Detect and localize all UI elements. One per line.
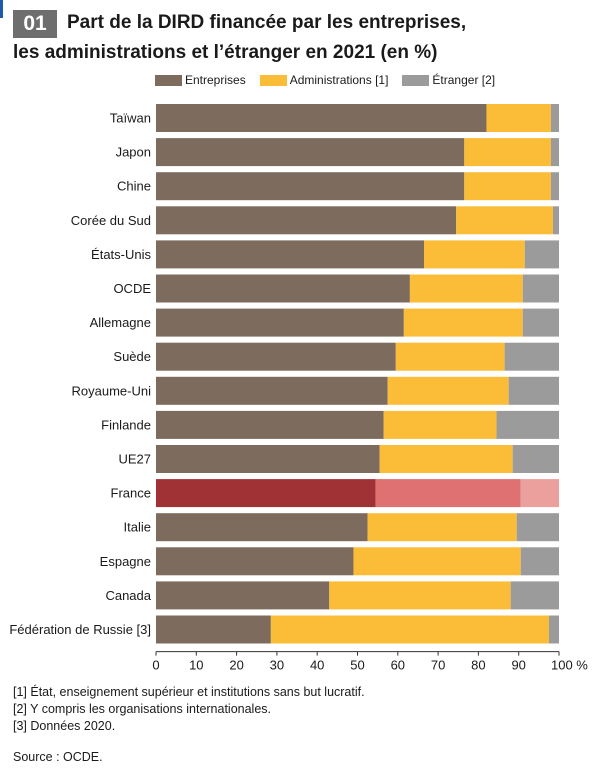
bar-administrations-5 — [409, 274, 523, 303]
x-tick-label-5: 50 — [350, 658, 364, 673]
source-note: Source : OCDE. — [13, 750, 103, 764]
bar-entreprises-6 — [156, 308, 404, 337]
bar-entreprises-2 — [156, 172, 465, 201]
category-label-10: UE27 — [118, 452, 151, 467]
legend-label-entreprises: Entreprises — [185, 73, 246, 87]
bar-etranger-10 — [512, 445, 559, 473]
bar-entreprises-4 — [156, 240, 424, 269]
bar-etranger-11 — [520, 479, 559, 508]
legend-swatch-etranger — [402, 74, 430, 86]
bar-etranger-5 — [522, 274, 559, 303]
x-tick-label-8: 80 — [471, 658, 485, 673]
bar-entreprises-1 — [156, 138, 465, 167]
category-label-15: Fédération de Russie [3] — [9, 622, 151, 637]
bar-entreprises-15 — [156, 615, 271, 644]
bar-administrations-9 — [383, 410, 497, 439]
legend-label-administrations: Administrations [1] — [289, 73, 389, 87]
bar-etranger-15 — [548, 615, 559, 644]
category-label-8: Royaume-Uni — [72, 383, 152, 398]
category-label-13: Espagne — [100, 554, 151, 569]
legend-swatch-entreprises — [155, 74, 182, 86]
bar-administrations-1 — [464, 138, 551, 167]
footnotes: [1] État, enseignement supérieur et inst… — [13, 684, 365, 735]
legend-label-etranger: Étranger [2] — [432, 73, 496, 87]
bar-etranger-13 — [520, 547, 559, 576]
bar-entreprises-13 — [156, 547, 354, 576]
bar-entreprises-8 — [156, 376, 388, 405]
bar-etranger-9 — [496, 410, 559, 439]
category-label-5: OCDE — [113, 281, 151, 296]
x-tick-label-1: 10 — [189, 658, 203, 673]
bar-etranger-2 — [550, 172, 559, 201]
legend-item-administrations: Administrations [1] — [259, 73, 389, 87]
bar-administrations-7 — [395, 342, 505, 371]
category-label-6: Allemagne — [90, 315, 151, 330]
bar-administrations-3 — [456, 206, 553, 235]
bar-administrations-0 — [486, 104, 551, 132]
bar-etranger-3 — [552, 206, 559, 235]
category-label-7: Suède — [113, 349, 151, 364]
bar-administrations-14 — [329, 581, 511, 610]
category-label-0: Taïwan — [110, 111, 151, 126]
category-label-12: Italie — [124, 520, 151, 535]
category-label-2: Chine — [117, 179, 151, 194]
bar-etranger-8 — [508, 376, 559, 405]
category-label-11: France — [111, 486, 151, 501]
figure-number-badge: 01 — [13, 10, 57, 38]
bar-etranger-1 — [550, 138, 559, 167]
bar-entreprises-10 — [156, 445, 380, 473]
category-label-9: Finlande — [101, 417, 151, 432]
bar-entreprises-3 — [156, 206, 457, 235]
category-label-14: Canada — [105, 588, 151, 603]
legend-item-entreprises: Entreprises — [155, 73, 246, 87]
x-tick-label-6: 60 — [391, 658, 405, 673]
legend-swatch-administrations — [259, 74, 287, 86]
bar-administrations-4 — [423, 240, 525, 269]
category-label-1: Japon — [116, 145, 151, 160]
bar-entreprises-14 — [156, 581, 330, 610]
bar-etranger-12 — [516, 513, 559, 542]
bar-etranger-6 — [522, 308, 559, 337]
x-tick-label-3: 30 — [270, 658, 284, 673]
category-label-3: Corée du Sud — [71, 213, 151, 228]
accent-bar — [0, 0, 3, 18]
bar-administrations-13 — [353, 547, 521, 576]
x-tick-label-7: 70 — [431, 658, 445, 673]
bar-administrations-6 — [403, 308, 523, 337]
bar-etranger-14 — [510, 581, 559, 610]
bar-administrations-8 — [387, 376, 509, 405]
bar-administrations-11 — [375, 479, 521, 508]
bar-etranger-7 — [504, 342, 559, 371]
bar-entreprises-0 — [156, 104, 487, 132]
stacked-bar-chart: Taïwan Japon Chine Corée du Sud États-Unis OC… — [9, 104, 588, 673]
bar-administrations-12 — [367, 513, 517, 542]
footnote-1: [1] État, enseignement supérieur et inst… — [13, 685, 365, 699]
chart-title: Part de la DIRD financée par les entrepr… — [67, 12, 467, 33]
bar-etranger-0 — [550, 104, 559, 132]
bar-entreprises-12 — [156, 513, 368, 542]
bar-entreprises-9 — [156, 410, 384, 439]
bar-administrations-2 — [464, 172, 551, 201]
footnote-2: [2] Y compris les organisations internat… — [13, 702, 272, 716]
x-tick-label-9: 90 — [511, 658, 525, 673]
x-tick-label-0: 0 — [152, 658, 159, 673]
bar-entreprises-11 — [156, 479, 376, 508]
x-tick-label-4: 40 — [310, 658, 324, 673]
bar-entreprises-7 — [156, 342, 396, 371]
bar-administrations-15 — [270, 615, 549, 644]
bar-administrations-10 — [379, 445, 513, 473]
bar-etranger-4 — [524, 240, 559, 269]
legend: Entreprises Administrations [1] Étranger… — [155, 73, 509, 87]
bar-entreprises-5 — [156, 274, 410, 303]
legend-item-etranger: Étranger [2] — [402, 73, 495, 87]
x-tick-label-10: 100 % — [551, 658, 588, 673]
footnote-3: [3] Données 2020. — [13, 719, 116, 733]
category-label-4: États-Unis — [91, 247, 151, 262]
chart-subtitle: les administrations et l’étranger en 202… — [13, 42, 438, 63]
x-tick-label-2: 20 — [229, 658, 243, 673]
